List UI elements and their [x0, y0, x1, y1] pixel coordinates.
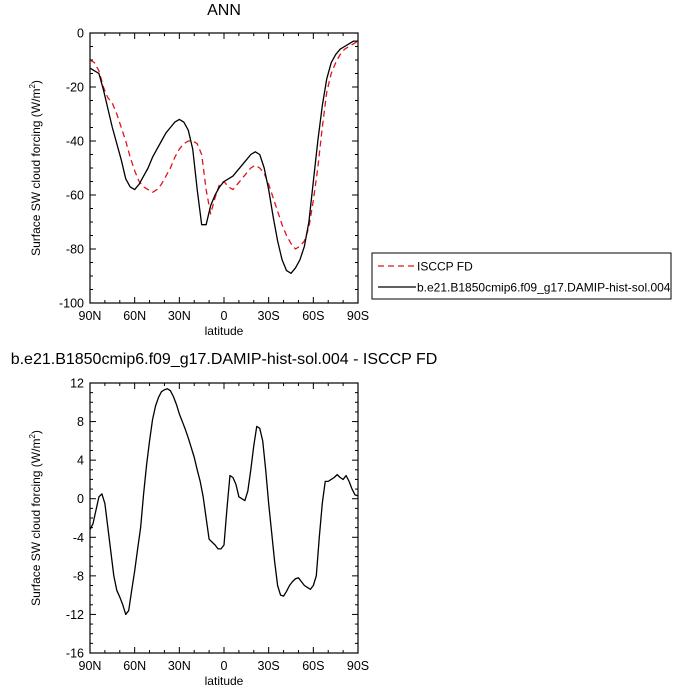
y-tick-label: -80: [66, 243, 84, 257]
y-axis-label: Surface SW cloud forcing (W/m2): [28, 430, 43, 606]
plot-frame: [89, 32, 359, 304]
x-tick-label: 60S: [302, 309, 324, 323]
y-tick-label: -60: [66, 189, 84, 203]
x-tick-label: 30S: [258, 659, 280, 673]
x-tick-label: 90N: [79, 309, 102, 323]
y-tick-label: -16: [66, 647, 84, 661]
y-tick-label: -8: [73, 569, 84, 583]
x-tick-label: 0: [221, 659, 228, 673]
legend-entry: ISCCP FD: [417, 260, 473, 274]
y-tick-label: -100: [59, 297, 84, 311]
legend: ISCCP FD b.e21.B1850cmip6.f09_g17.DAMIP-h…: [371, 252, 672, 300]
plot-area: 90N 60N 30N 0 30S 60S 90S 0 -20 -40 -60 -80 -100 lati…: [28, 27, 369, 339]
y-tick-label: -12: [66, 608, 84, 622]
y-tick-label: -4: [73, 531, 84, 545]
x-tick-label: 30N: [168, 659, 191, 673]
chart-panel-ann: ANN 90N 60N 30N 0 30S 60S 90S 0 -20 -40 -60 -80 -100…: [28, 2, 369, 338]
legend-entry: b.e21.B1850cmip6.f09_g17.DAMIP-hist-sol.…: [417, 281, 671, 295]
legend-box: [371, 252, 672, 300]
x-tick-label: 60N: [123, 659, 146, 673]
x-tick-label: 60N: [123, 309, 146, 323]
series-line-1: [89, 40, 358, 274]
series-line-0: [89, 388, 359, 616]
y-tick-label: 0: [77, 27, 84, 41]
y-axis-label: Surface SW cloud forcing (W/m2): [28, 80, 43, 256]
x-tick-label: 30S: [258, 309, 280, 323]
x-tick-label: 0: [221, 309, 228, 323]
chart-title: b.e21.B1850cmip6.f09_g17.DAMIP-hist-sol.…: [11, 351, 438, 368]
y-tick-label: -20: [66, 81, 84, 95]
plot-area: 90N 60N 30N 0 30S 60S 90S 12 8 4 0 -4 -8 -12 -16 latitu…: [28, 377, 369, 689]
x-axis-label: latitude: [205, 674, 244, 688]
y-tick-label: 12: [70, 377, 84, 391]
plot-frame: [89, 382, 359, 654]
x-tick-label: 60S: [302, 659, 324, 673]
x-tick-label: 90S: [347, 309, 369, 323]
y-tick-label: 4: [77, 454, 84, 468]
x-tick-label: 30N: [168, 309, 191, 323]
y-tick-label: -40: [66, 135, 84, 149]
x-tick-label: 90S: [347, 659, 369, 673]
x-tick-label: 90N: [79, 659, 102, 673]
y-tick-label: 0: [77, 492, 84, 506]
chart-title: ANN: [207, 2, 241, 19]
x-axis-label: latitude: [205, 324, 244, 338]
chart-panel-difference: b.e21.B1850cmip6.f09_g17.DAMIP-hist-sol.…: [11, 351, 438, 688]
y-tick-label: 8: [77, 415, 84, 429]
